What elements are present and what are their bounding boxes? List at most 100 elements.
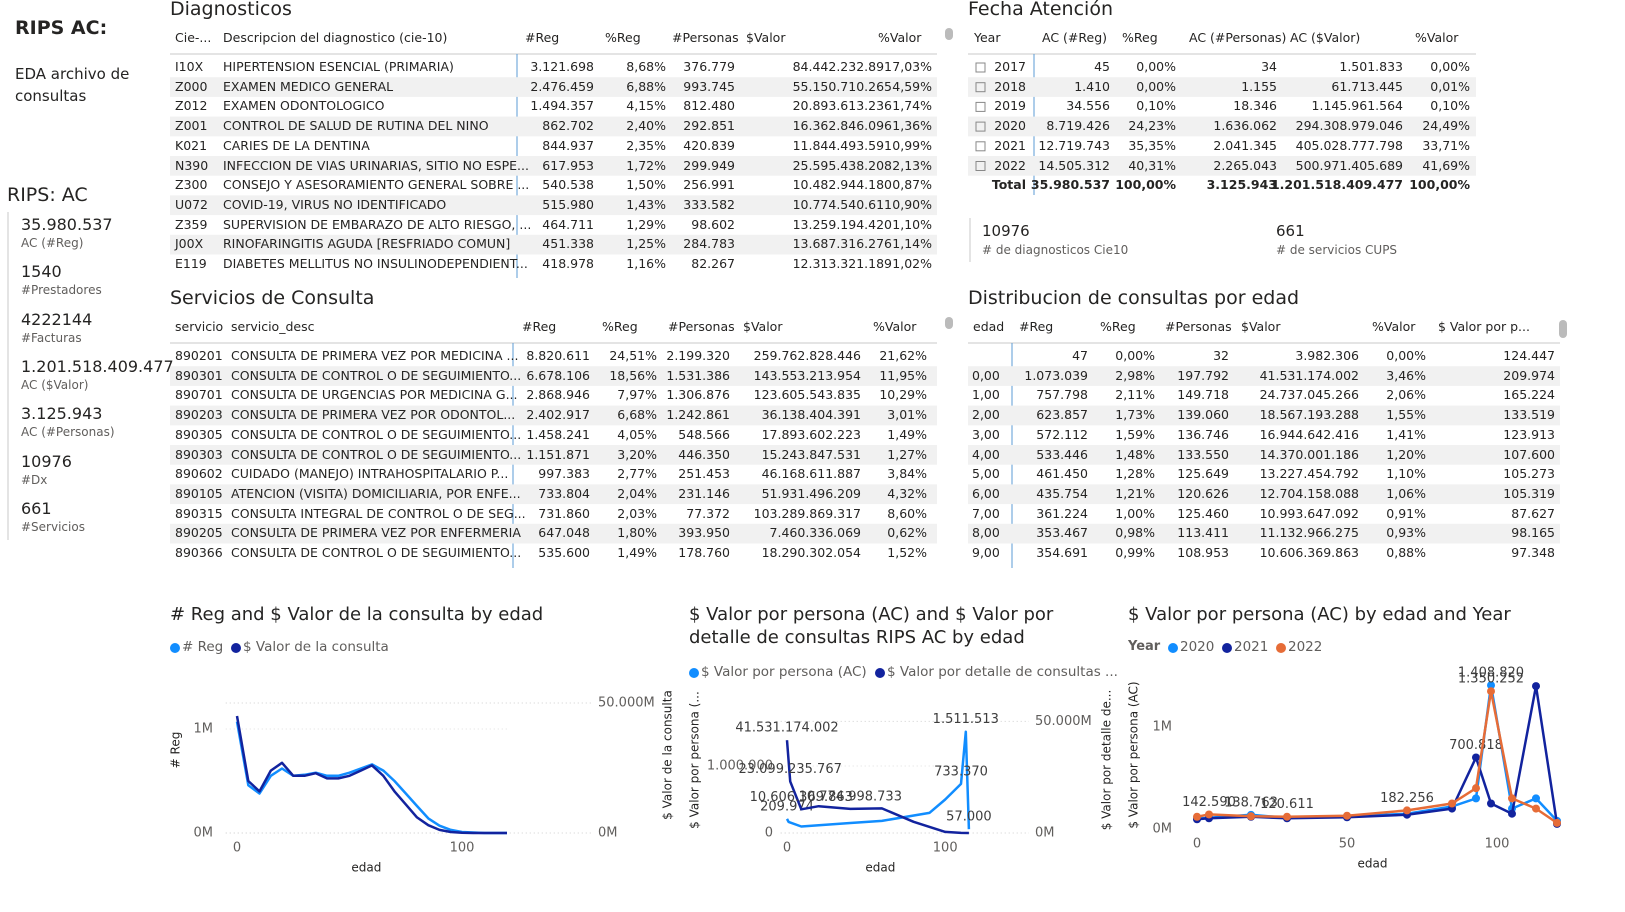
data-label: 41.531.174.002 [735,721,838,736]
series-line [785,730,971,830]
table-cell: 418.978 [542,256,594,271]
table-cell: 1,14% [892,236,932,252]
x-tick-label: 50 [1339,837,1356,852]
series-line [1196,689,1558,824]
table-cell: 178.760 [678,545,730,560]
table-cell: 731.860 [538,505,590,521]
table-cell: 1,16% [626,256,666,271]
table-cell: 812.480 [683,98,735,114]
table-cell: 165.224 [1503,387,1555,403]
expand-icon[interactable] [975,101,986,112]
expand-icon[interactable] [975,141,986,152]
table-cell: 0,00% [1136,59,1176,74]
card-value: 10976 [982,222,1030,240]
column-header: %Valor [1415,30,1459,45]
expand-icon[interactable] [975,82,986,93]
table-cell: 890315 [175,505,223,521]
table-cell: 7,97% [617,387,657,403]
column-header: AC (#Reg) [1042,30,1108,45]
table-cell: 21,62% [879,348,927,363]
table-cell: 98.165 [1511,525,1555,541]
column-header: #Personas [672,30,739,45]
point [1205,810,1213,819]
table-cell: 231.146 [678,485,730,501]
row-band [170,116,937,137]
table-cell: 10.993.647.092 [1259,505,1359,521]
table-cell: 4,05% [617,426,657,442]
table-cell: 757.798 [1036,387,1088,403]
table-cell: 0,01% [1430,78,1470,94]
table-cell: 33,71% [1422,137,1470,153]
expand-icon[interactable] [975,121,986,132]
expand-icon[interactable] [975,161,986,171]
table-cell: CONSULTA DE PRIMERA VEZ POR ODONTOL... [231,407,516,423]
legend-marker [1168,643,1178,653]
table-cell: Z001 [175,118,208,134]
table-cell: 25.595.438.208 [792,157,892,173]
x-tick-label: 100 [450,841,475,856]
column-header: %Valor [1372,319,1416,334]
table-cell: 890203 [175,407,223,423]
point [1283,812,1291,821]
table-cell: 41,69% [1422,157,1470,173]
expand-icon[interactable] [975,62,986,73]
table-cell: 623.857 [1036,407,1088,423]
table-cell: 13.227.454.792 [1259,466,1359,482]
table-cell: 136.746 [1177,426,1229,442]
data-label: 23.099.235.767 [738,762,841,777]
table-cell: 1,28% [1115,466,1155,482]
data-label: 10.606.369.863 [750,790,853,805]
table-cell: 45 [1094,59,1110,74]
column-header: Year [974,30,1001,45]
table-cell: 1,00 [972,387,1000,403]
table-cell: 1,52% [887,545,927,560]
scrollbar[interactable] [945,28,953,40]
table-cell: 0,98% [1115,525,1155,541]
y2-tick-label: 0M [1035,826,1055,841]
kpi-label: #Prestadores [21,283,102,298]
y-tick-label: 0M [1153,822,1173,837]
table-cell: 4,00 [972,446,1000,462]
table-cell: 733.804 [538,485,590,501]
table-cell: 393.950 [678,525,730,541]
table-cell: 3,00 [972,426,1000,442]
table-cell: 0,62% [887,525,927,541]
column-header: #Reg [522,319,557,334]
data-label: 138.763 [1224,795,1278,810]
table-cell: 299.949 [683,157,735,173]
table-cell: 46.168.611.887 [761,466,861,482]
page-subtitle: EDA archivo de consultas [15,65,130,105]
table-cell: 24.737.045.266 [1259,387,1359,403]
table-cell: 3,84% [887,466,927,482]
y2-tick-label: 0M [598,826,618,841]
data-label: 182.256 [1380,791,1434,806]
table-cell: 500.971.405.689 [1295,157,1403,173]
table-cell: 105.273 [1503,466,1555,482]
point [1472,753,1480,762]
x-tick-label: 100 [933,841,958,856]
table-title: Diagnosticos [170,0,292,20]
table-cell: 1,00% [1115,505,1155,521]
table-cell: 2,35% [626,137,666,153]
table-cell: 10.482.944.180 [792,177,892,193]
table-cell: 0,93% [1386,525,1426,541]
scrollbar[interactable] [945,317,953,329]
table-cell: 1,49% [887,426,927,442]
table-cell: 1.242.861 [666,407,730,423]
table-cell: 2.402.917 [526,407,590,423]
table-cell: CONSEJO Y ASESORAMIENTO GENERAL SOBRE ..… [223,177,530,193]
table-cell: 2.476.459 [530,78,594,94]
table-cell: 2,00 [972,407,1000,423]
table-cell: 890366 [175,545,223,560]
table-cell: 1.636.062 [1213,118,1277,134]
table-cell: 997.383 [538,466,590,482]
table-cell: COVID-19, VIRUS NO IDENTIFICADO [223,196,447,212]
table-cell: CONSULTA DE CONTROL O DE SEGUIMIENTO... [231,446,522,462]
table-cell: 197.792 [1177,367,1229,383]
y-tick-label: 1M [1153,719,1173,734]
table-cell: 1,43% [626,196,666,212]
row-band [170,195,937,216]
table-cell: CONSULTA DE CONTROL O DE SEGUIMIENTO... [231,426,522,442]
scrollbar[interactable] [1559,320,1567,338]
table-cell: 446.350 [678,446,730,462]
